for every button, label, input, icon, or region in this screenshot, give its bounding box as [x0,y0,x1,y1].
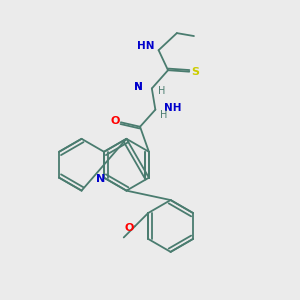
Text: N: N [134,82,142,92]
Text: O: O [111,116,120,126]
Text: H: H [158,86,166,96]
Text: S: S [192,67,200,77]
Text: O: O [125,223,134,233]
Text: HN: HN [137,41,154,51]
Text: NH: NH [164,103,181,113]
Text: N: N [134,82,142,92]
Text: H: H [160,110,167,120]
Text: N: N [96,174,105,184]
